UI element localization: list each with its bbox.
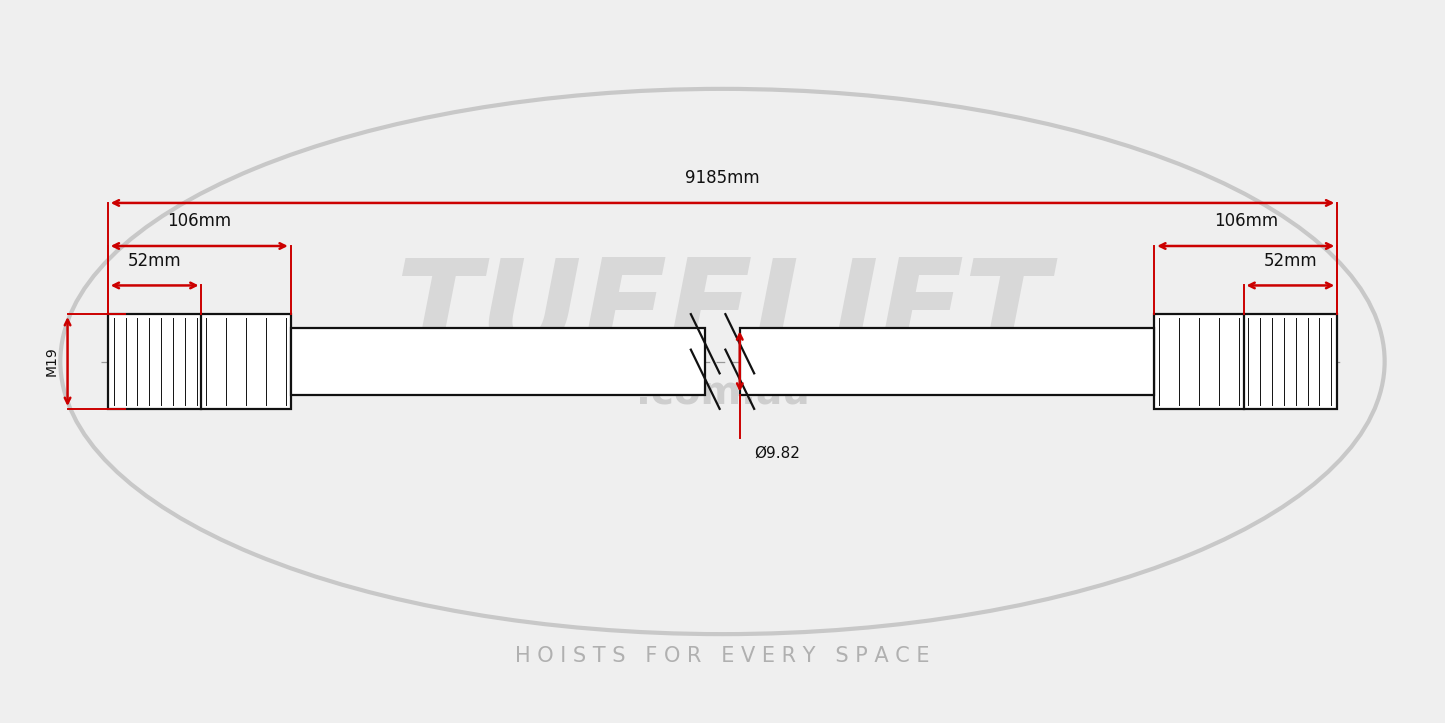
Text: M19: M19 [45, 346, 59, 377]
Text: 9185mm: 9185mm [685, 169, 760, 187]
Bar [108, 315, 290, 408]
Text: TUFFLIFT: TUFFLIFT [396, 254, 1049, 375]
Text: 106mm: 106mm [1214, 213, 1277, 230]
Text: .com.au: .com.au [636, 375, 809, 413]
Text: 52mm: 52mm [1263, 252, 1318, 270]
Text: 106mm: 106mm [168, 213, 231, 230]
Text: 52mm: 52mm [127, 252, 182, 270]
Bar [740, 328, 1155, 395]
Text: H O I S T S   F O R   E V E R Y   S P A C E: H O I S T S F O R E V E R Y S P A C E [516, 646, 929, 666]
Bar [290, 328, 705, 395]
Text: Ø9.82: Ø9.82 [754, 446, 801, 461]
Bar [1155, 315, 1337, 408]
